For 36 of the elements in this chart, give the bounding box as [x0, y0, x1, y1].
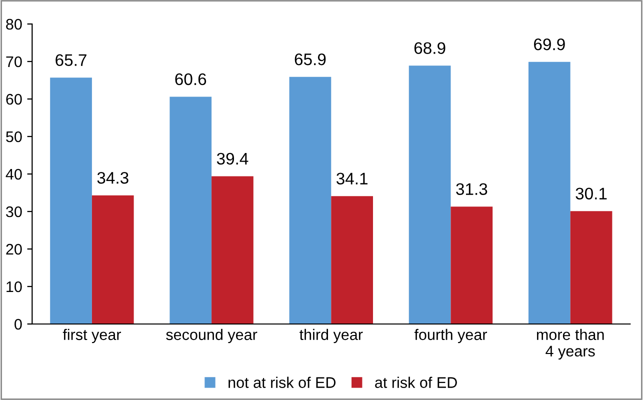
data-label: 68.9: [414, 42, 446, 54]
data-label: 39.4: [216, 152, 248, 165]
bar: [92, 195, 134, 324]
y-tick-label: 50: [6, 131, 22, 142]
data-label: 60.6: [175, 73, 206, 86]
y-tick-label: 70: [6, 56, 22, 68]
bar: [331, 196, 374, 324]
y-tick-label: 60: [6, 94, 22, 105]
data-label: 34.1: [336, 172, 368, 184]
data-label: 65.9: [294, 53, 326, 66]
legend-label: at risk of ED: [375, 376, 457, 388]
x-tick-label: first year: [62, 328, 121, 344]
x-tick-label: more than 4 years: [536, 328, 604, 360]
x-tick-label: fourth year: [414, 328, 488, 344]
bar: [408, 66, 451, 324]
data-label: 34.3: [97, 172, 128, 184]
bar: [289, 76, 332, 324]
legend-label: not at risk of ED: [228, 376, 336, 388]
y-tick-label: 20: [6, 244, 22, 255]
x-tick-label: third year: [300, 328, 363, 344]
data-label: 69.9: [534, 38, 565, 50]
data-label: 31.3: [456, 183, 488, 195]
bar: [170, 96, 212, 324]
bar: [528, 62, 570, 324]
data-label: 65.7: [56, 54, 86, 66]
y-tick-label: 40: [6, 168, 22, 180]
bar: [212, 176, 254, 324]
y-tick-label: 80: [6, 18, 22, 30]
bar: [450, 206, 493, 324]
bar: [50, 78, 92, 324]
y-tick-label: 30: [6, 206, 22, 218]
y-tick-label: 10: [6, 281, 22, 292]
y-tick-label: 0: [14, 318, 22, 330]
x-tick-label: secound year: [166, 328, 258, 344]
data-label: 30.1: [576, 188, 607, 200]
bar: [570, 211, 612, 324]
